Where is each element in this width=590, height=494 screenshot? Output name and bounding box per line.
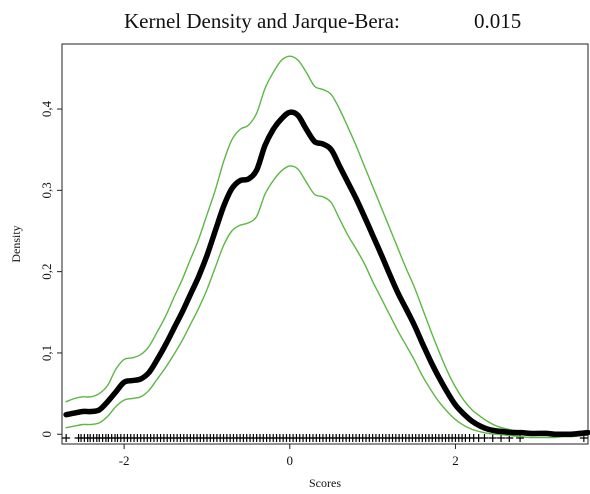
jarque-bera-value: 0.015 (474, 9, 521, 33)
chart-title-text: Kernel Density and Jarque-Bera: (124, 9, 400, 33)
x-tick-label: 2 (452, 453, 459, 468)
x-tick-label: 0 (287, 453, 294, 468)
rug-mark (488, 434, 497, 442)
y-tick-label: 0 (39, 431, 54, 438)
x-tick-label: -2 (119, 453, 130, 468)
y-tick-label: 0,4 (39, 100, 54, 117)
x-axis-label: Scores (309, 476, 341, 490)
y-tick-label: 0,3 (39, 182, 54, 198)
density-line (63, 109, 590, 438)
y-axis: 0 0,1 0,2 0,3 0,4 (39, 100, 62, 437)
y-tick-label: 0,2 (39, 264, 54, 280)
y-axis-label: Density (9, 225, 23, 262)
lower-band-line (65, 165, 589, 439)
rug-mark (62, 434, 71, 442)
y-tick-label: 0,1 (39, 345, 54, 361)
x-axis: -2 0 2 (119, 444, 459, 468)
chart-title: Kernel Density and Jarque-Bera: 0.015 (124, 9, 521, 33)
upper-band-line (65, 55, 589, 434)
plot-area (62, 55, 590, 442)
plot-frame (61, 43, 589, 445)
rug-mark (480, 434, 489, 442)
